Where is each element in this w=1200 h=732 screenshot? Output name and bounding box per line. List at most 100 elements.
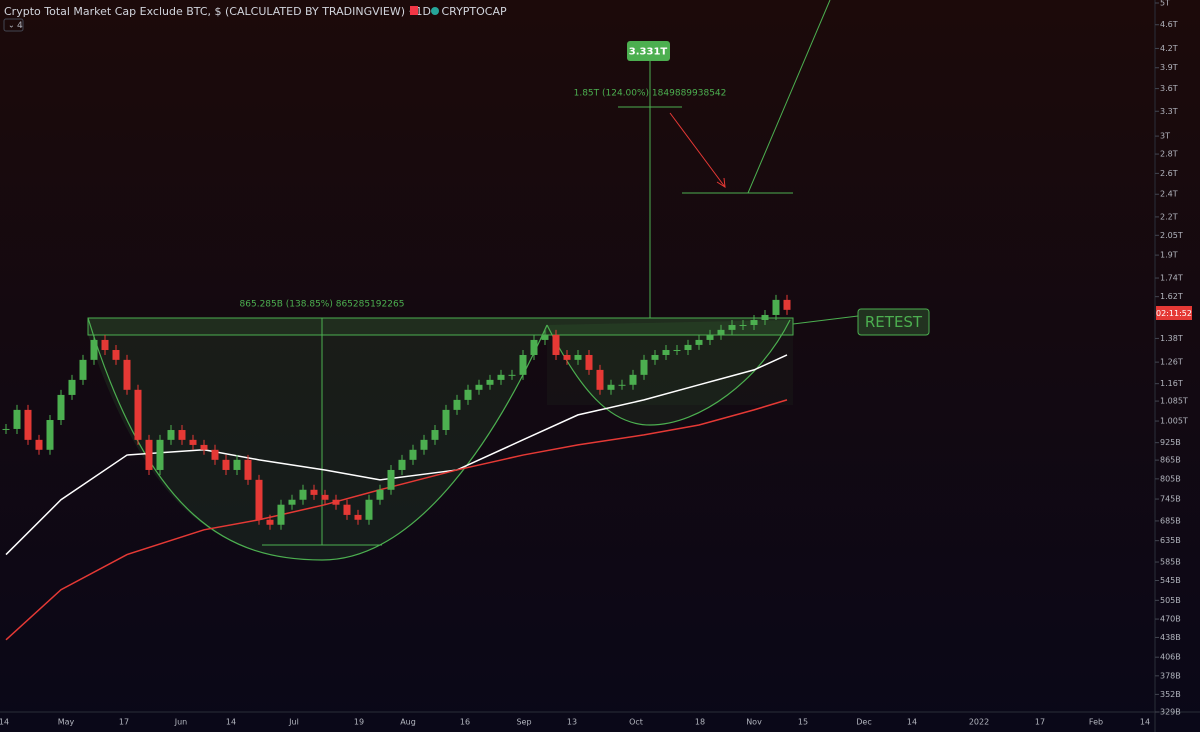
x-tick-label: 14 <box>1140 718 1150 727</box>
y-tick-label: 470B <box>1160 615 1181 624</box>
y-tick-label: 329B <box>1160 708 1181 717</box>
candle-body <box>57 394 65 421</box>
candle-body <box>288 499 296 505</box>
y-tick-label: 505B <box>1160 596 1181 605</box>
candle-body <box>541 334 549 340</box>
x-tick-label: 19 <box>354 718 364 727</box>
y-tick-label: 4.6T <box>1160 20 1178 29</box>
y-tick-label: 1.005T <box>1160 417 1188 426</box>
candle-body <box>684 344 692 351</box>
candle-body <box>222 459 230 470</box>
candle-body <box>662 350 670 355</box>
y-tick-label: 2.6T <box>1160 169 1178 178</box>
y-tick-label: 865B <box>1160 456 1181 465</box>
candle-body <box>464 389 472 400</box>
candle-body <box>519 354 527 375</box>
x-tick-label: Feb <box>1089 718 1103 727</box>
target-box <box>627 41 670 61</box>
x-tick-label: 13 <box>567 718 577 727</box>
candle-body <box>266 519 274 525</box>
y-tick-label: 2.8T <box>1160 150 1178 159</box>
y-tick-label: 1.74T <box>1160 274 1183 283</box>
candle-body <box>651 354 659 360</box>
candle-body <box>398 459 406 470</box>
candle-body <box>255 479 263 520</box>
candle-body <box>673 350 681 352</box>
candle-body <box>79 359 87 380</box>
candle-body <box>310 489 318 495</box>
target-move-label: 1.85T (124.00%) 1849889938542 <box>574 89 727 99</box>
x-tick-label: 14 <box>0 718 9 727</box>
candle-body <box>321 494 329 500</box>
x-tick-label: 18 <box>695 718 705 727</box>
candle-body <box>299 489 307 500</box>
candle-body <box>728 324 736 330</box>
candle-body <box>354 514 362 520</box>
candle-body <box>596 369 604 390</box>
candle-body <box>277 504 285 525</box>
countdown: 02:11:52 <box>1156 309 1192 318</box>
handle-fill <box>547 335 793 405</box>
indicator-count: 4 <box>17 21 23 31</box>
x-tick-label: Jul <box>288 718 299 727</box>
candle-body <box>552 334 560 355</box>
retest-box <box>857 308 930 336</box>
candle-body <box>178 430 186 440</box>
flag-icon <box>410 6 418 15</box>
retest-label: RETEST <box>865 313 923 331</box>
candle-body <box>717 329 725 335</box>
candle-body <box>783 299 791 310</box>
y-tick-label: 585B <box>1160 558 1181 567</box>
candle-body <box>200 444 208 450</box>
x-tick-label: Oct <box>629 718 643 727</box>
y-tick-label: 378B <box>1160 671 1181 680</box>
status-icon <box>431 7 439 15</box>
y-tick-label: 406B <box>1160 653 1181 662</box>
candle-body <box>123 359 131 390</box>
y-tick-label: 352B <box>1160 690 1181 699</box>
chart-title: Crypto Total Market Cap Exclude BTC, $ (… <box>4 5 507 18</box>
candle-body <box>13 409 21 429</box>
x-tick-label: Aug <box>400 718 416 727</box>
candle-body <box>365 499 373 520</box>
candle-body <box>112 350 120 360</box>
x-tick-label: 17 <box>1035 718 1045 727</box>
y-tick-label: 1.9T <box>1160 251 1178 260</box>
y-tick-label: 1.26T <box>1160 358 1183 367</box>
candle-body <box>607 384 615 390</box>
x-tick-label: 2022 <box>969 718 989 727</box>
candle-body <box>409 449 417 460</box>
indicators-toggle[interactable] <box>3 18 24 32</box>
candle-body <box>101 339 109 351</box>
x-tick-label: 17 <box>119 718 129 727</box>
candle-body <box>442 409 450 431</box>
candle-body <box>420 439 428 450</box>
chevron: ⌄ <box>8 21 15 30</box>
resistance-zone <box>87 317 794 336</box>
x-tick-label: May <box>58 718 75 727</box>
candle-body <box>211 449 219 460</box>
candle-body <box>387 469 395 490</box>
y-tick-label: 2.4T <box>1160 190 1178 199</box>
candle-body <box>156 439 164 470</box>
candle-body <box>233 459 241 470</box>
candle-body <box>431 430 439 440</box>
candle-body <box>68 379 76 395</box>
candle-body <box>695 339 703 345</box>
candle-body <box>167 430 175 440</box>
y-tick-label: 1.38T <box>1160 334 1183 343</box>
target-label: 3.331T <box>629 47 668 58</box>
candle-body <box>750 320 758 325</box>
x-tick-label: Nov <box>746 718 762 727</box>
candle-body <box>332 499 340 505</box>
candle-body <box>640 359 648 375</box>
candle-body <box>24 409 32 440</box>
y-tick-label: 3.9T <box>1160 63 1178 72</box>
candle-body <box>475 384 483 390</box>
candle-body <box>134 389 142 440</box>
y-tick-label: 545B <box>1160 576 1181 585</box>
y-tick-label: 2.05T <box>1160 231 1183 240</box>
x-tick-label: 14 <box>907 718 917 727</box>
